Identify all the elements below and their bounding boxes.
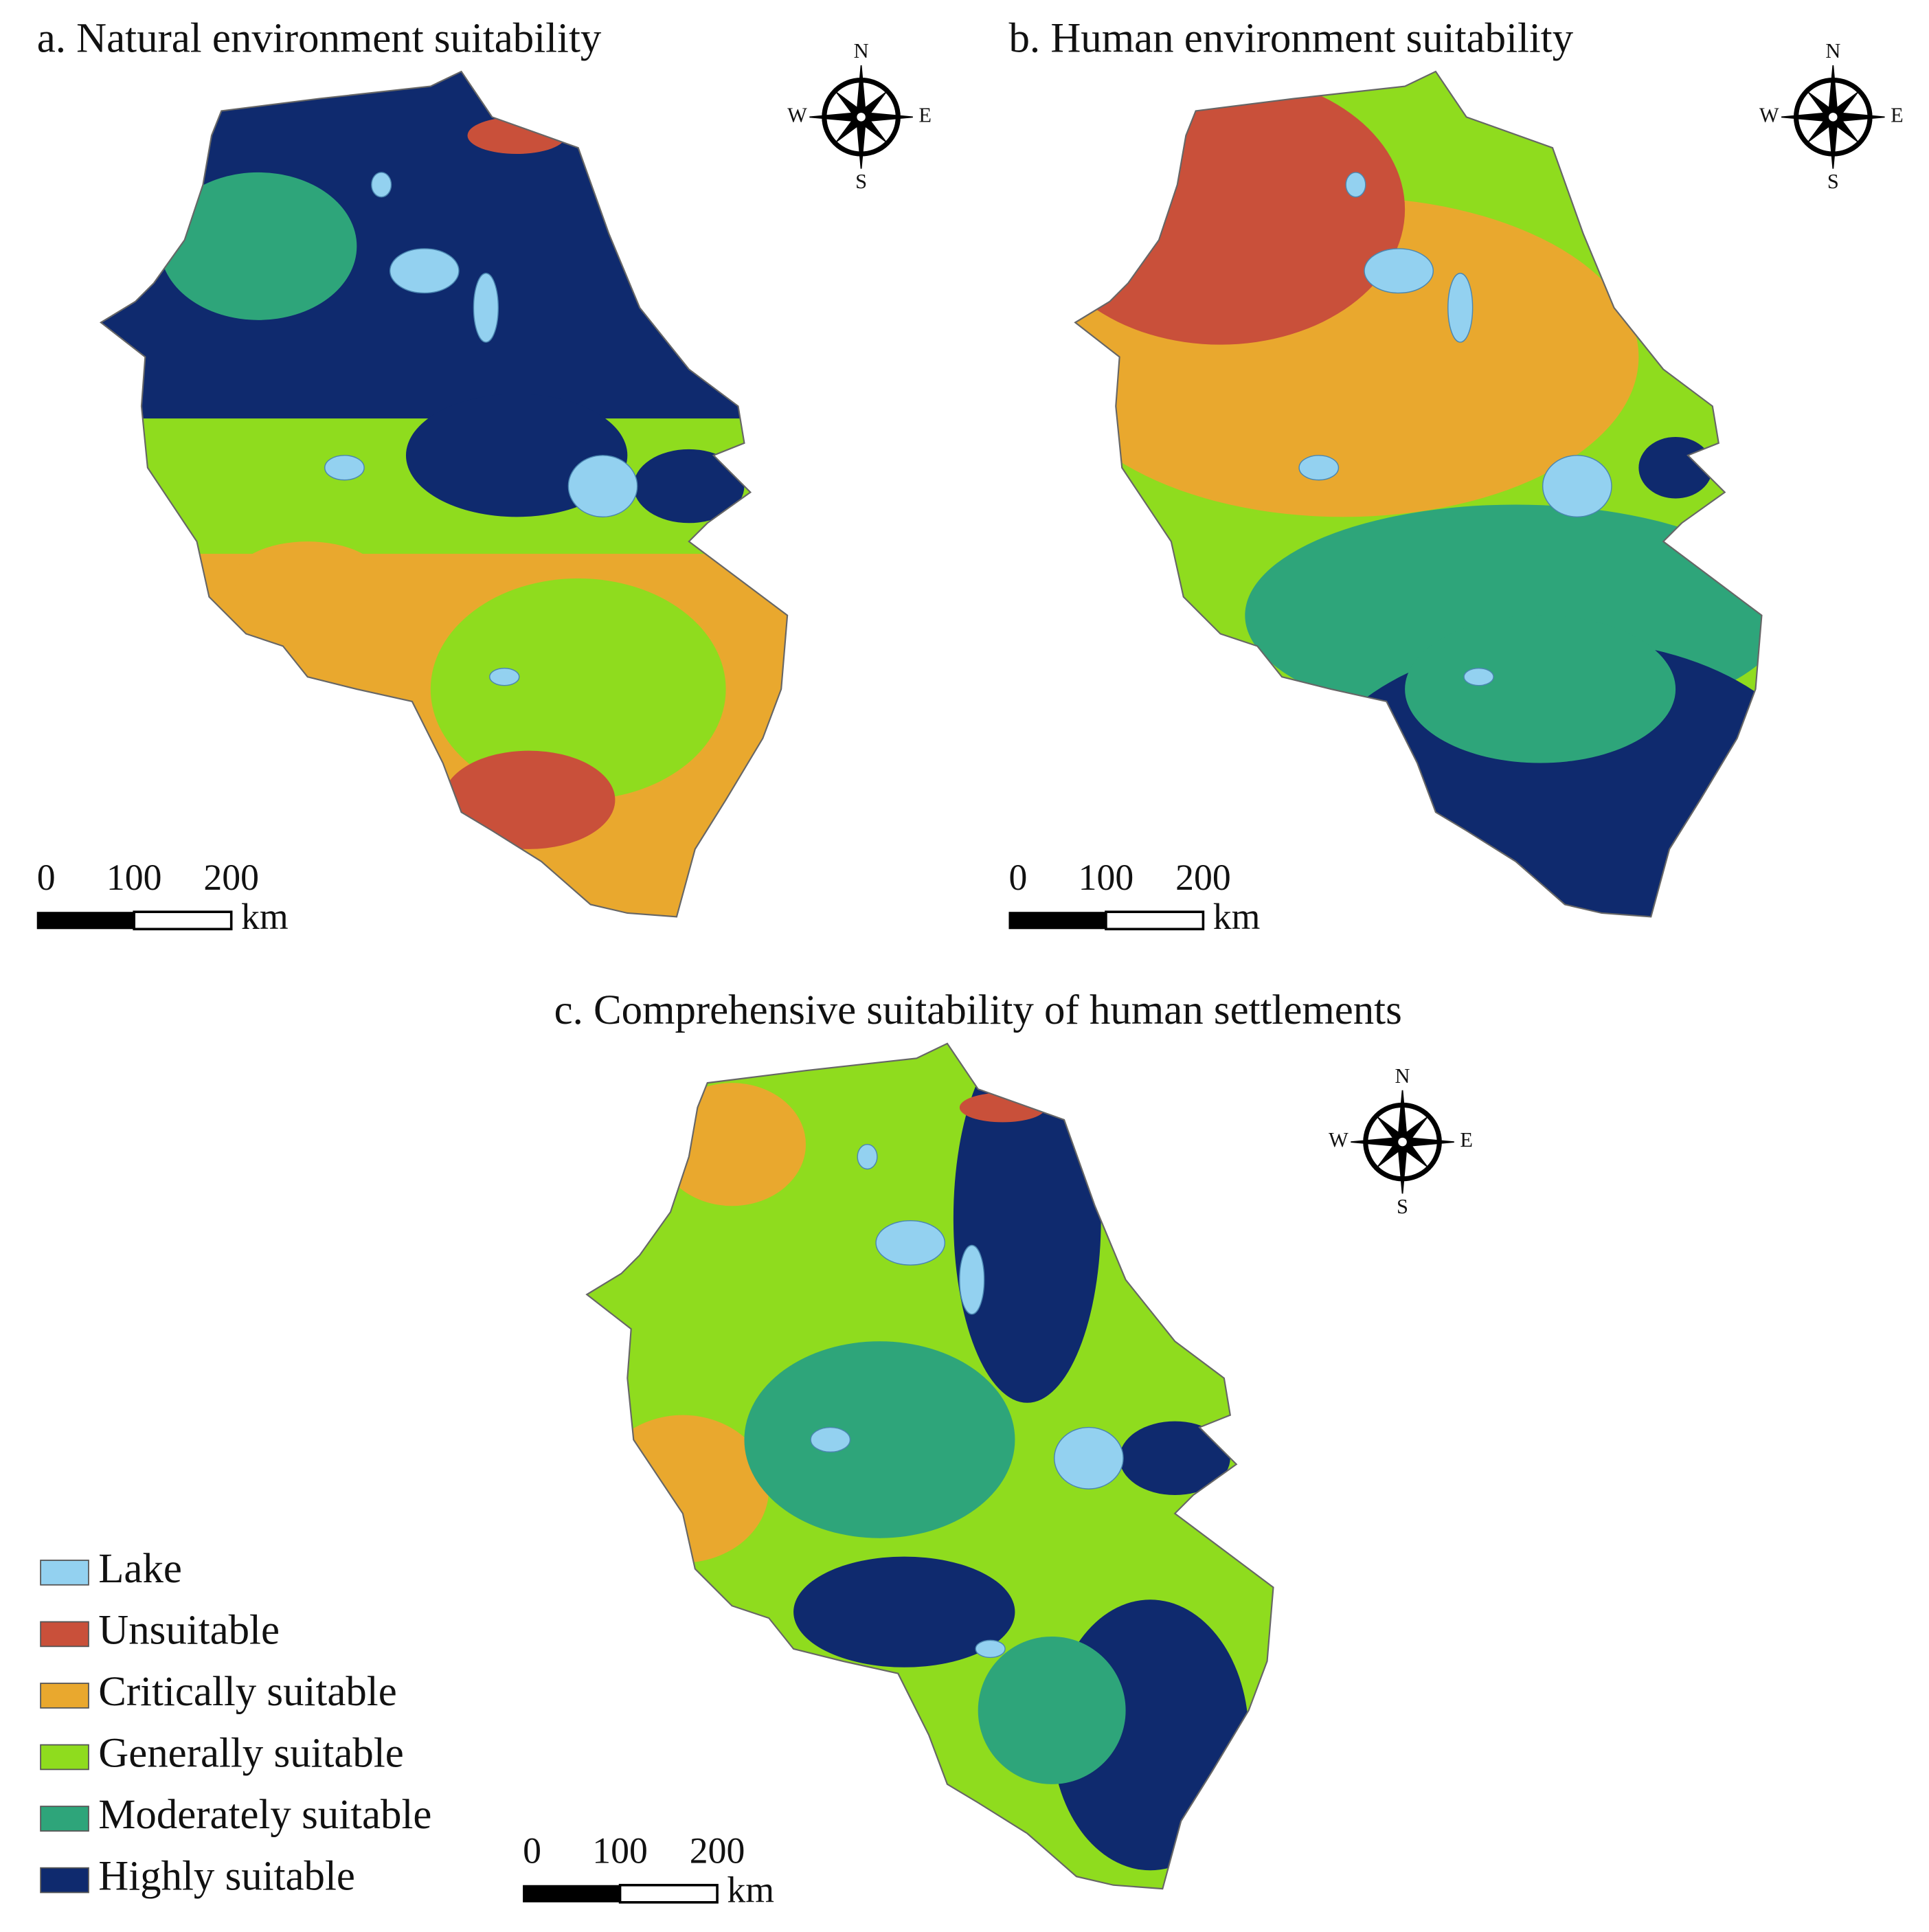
map-fill <box>1075 71 1762 917</box>
lake <box>975 1639 1006 1659</box>
lake <box>857 1143 878 1170</box>
scale-bar-dark <box>1008 912 1106 930</box>
map-fill <box>100 71 788 917</box>
scale-unit: km <box>241 896 289 937</box>
scale-label: 0 <box>37 857 56 898</box>
scale-label: 0 <box>1008 857 1027 898</box>
legend-swatch <box>40 1867 89 1894</box>
lake <box>875 1220 946 1266</box>
suitability-zone <box>596 1415 769 1563</box>
scale-unit: km <box>1213 896 1261 937</box>
lake <box>473 273 499 343</box>
legend-swatch <box>40 1621 89 1648</box>
compass-e: E <box>1891 103 1904 126</box>
suitability-zone <box>467 117 566 155</box>
map-title: a. Natural environment suitability <box>37 15 602 61</box>
compass-s: S <box>1397 1195 1408 1218</box>
legend-swatch <box>40 1560 89 1586</box>
suitability-zone <box>633 449 745 524</box>
compass-w: W <box>787 103 807 126</box>
suitability-zone <box>159 172 357 320</box>
legend-label: Highly suitable <box>98 1854 355 1900</box>
scale-label: 100 <box>592 1830 648 1871</box>
scale-label: 0 <box>523 1830 541 1871</box>
map <box>100 71 789 918</box>
compass-s: S <box>855 170 867 193</box>
scale-label: 200 <box>690 1830 745 1871</box>
suitability-zone <box>744 1341 1015 1538</box>
compass-n: N <box>854 39 869 63</box>
legend: Lake Unsuitable Critically suitable General… <box>40 1546 431 1900</box>
lake <box>1054 1426 1124 1490</box>
suitability-zone <box>793 1556 1015 1667</box>
legend-swatch <box>40 1744 89 1771</box>
legend-label: Critically suitable <box>98 1669 396 1715</box>
scale-unit: km <box>727 1869 774 1911</box>
lake <box>1298 455 1340 481</box>
scale-label: 200 <box>203 857 259 898</box>
suitability-zone <box>1638 436 1713 499</box>
scale-bar-light <box>1105 910 1205 931</box>
legend-swatch <box>40 1806 89 1832</box>
map-panel: c. Comprehensive suitability of human se… <box>523 987 1473 1911</box>
scale-bar-light <box>618 1883 719 1904</box>
scale-bar-dark <box>523 1885 620 1902</box>
lake <box>1345 172 1366 198</box>
lake <box>810 1426 851 1453</box>
lake <box>389 248 460 294</box>
scale-bar-light <box>133 910 233 931</box>
compass-s: S <box>1827 170 1839 193</box>
suitability-zone <box>1075 74 1406 345</box>
legend-swatch <box>40 1683 89 1709</box>
map-panel: b. Human environment suitability N S W E 0 100… <box>1008 15 1904 937</box>
compass-n: N <box>1825 39 1840 63</box>
legend-label: Unsuitable <box>98 1607 280 1653</box>
suitability-zone <box>430 578 726 800</box>
compass-hub <box>855 111 867 123</box>
scale-label: 200 <box>1175 857 1231 898</box>
legend-label: Moderately suitable <box>98 1792 431 1838</box>
lake <box>1463 667 1494 686</box>
scale-label: 100 <box>106 857 162 898</box>
suitability-zone <box>1405 615 1676 763</box>
lake <box>1542 455 1612 518</box>
compass-e: E <box>1460 1128 1473 1152</box>
suitability-zone <box>953 1043 1101 1403</box>
lake <box>1364 248 1434 294</box>
compass-hub <box>1827 111 1839 123</box>
compass-n: N <box>1395 1064 1410 1088</box>
map <box>586 1042 1274 1890</box>
map-fill <box>587 1043 1274 1889</box>
lake <box>567 455 638 518</box>
scale-bar-dark <box>36 912 135 930</box>
scale-label: 100 <box>1079 857 1134 898</box>
lake <box>489 667 520 686</box>
legend-label: Lake <box>98 1546 182 1592</box>
suitability-zone <box>978 1636 1126 1784</box>
suitability-zone <box>234 541 382 616</box>
lake <box>324 455 365 481</box>
lake <box>959 1244 985 1315</box>
map <box>1074 71 1763 918</box>
lake <box>371 172 392 198</box>
compass-w: W <box>1329 1128 1349 1152</box>
lake <box>1447 273 1474 343</box>
map-title: c. Comprehensive suitability of human se… <box>554 987 1402 1033</box>
map-title: b. Human environment suitability <box>1008 15 1573 61</box>
suitability-zone <box>442 750 616 849</box>
legend-label: Generally suitable <box>98 1730 404 1776</box>
compass-w: W <box>1759 103 1779 126</box>
suitability-zone <box>1119 1421 1230 1496</box>
map-panel: a. Natural environment suitability N S W E 0 1… <box>36 15 932 937</box>
suitability-zone <box>658 1083 806 1206</box>
compass-e: E <box>918 103 932 126</box>
compass-hub <box>1397 1136 1408 1148</box>
